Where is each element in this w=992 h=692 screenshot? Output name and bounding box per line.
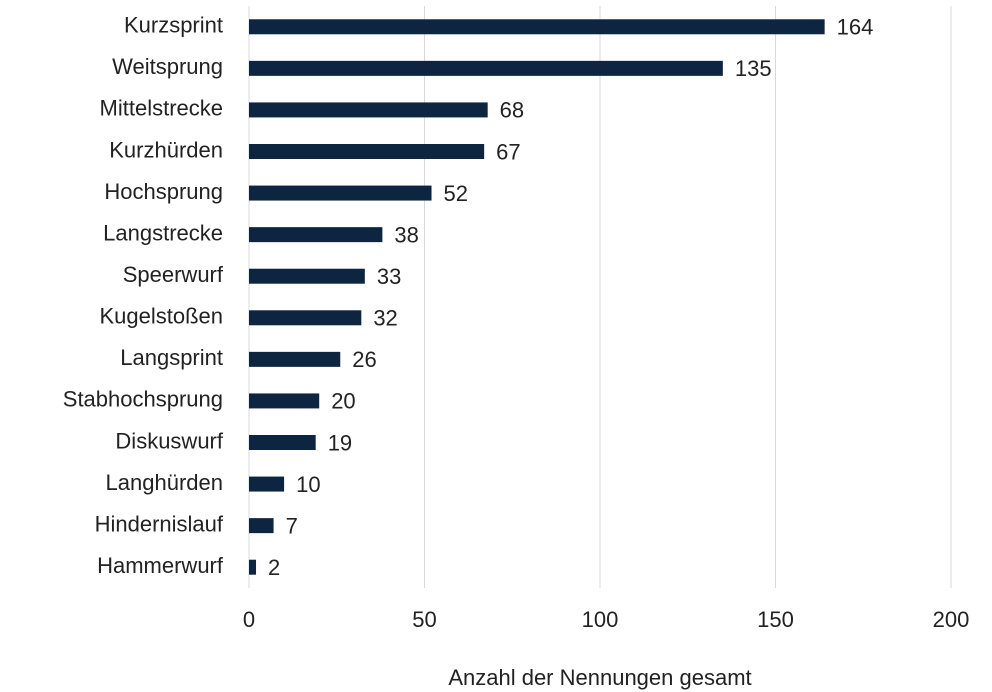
bar — [249, 268, 365, 284]
bar — [249, 476, 285, 492]
value-label: 20 — [331, 389, 355, 414]
value-label: 19 — [328, 430, 352, 455]
y-tick-label: Kurzsprint — [124, 13, 223, 38]
value-label: 68 — [500, 98, 524, 123]
y-tick-label: Langhürden — [106, 470, 223, 495]
y-tick-label: Weitsprung — [112, 54, 223, 79]
value-label: 52 — [444, 181, 468, 206]
y-tick-label: Hammerwurf — [97, 553, 224, 578]
bar — [249, 227, 383, 243]
bar — [249, 185, 432, 201]
bar — [249, 144, 485, 159]
value-label: 135 — [735, 56, 772, 81]
value-label: 2 — [268, 555, 280, 580]
y-tick-label: Langstrecke — [103, 220, 223, 245]
x-tick-label: 100 — [582, 607, 619, 632]
y-tick-label: Kurzhürden — [109, 137, 223, 162]
y-tick-label: Mittelstrecke — [100, 96, 223, 121]
x-tick-label: 50 — [412, 607, 436, 632]
value-label: 67 — [496, 139, 520, 164]
y-tick-label: Stabhochsprung — [63, 387, 223, 412]
bar — [249, 393, 320, 409]
value-label: 38 — [394, 222, 418, 247]
bar — [249, 559, 257, 575]
bar — [249, 518, 274, 534]
bar — [249, 19, 825, 35]
y-tick-label: Hindernislauf — [95, 511, 224, 536]
y-tick-label: Hochsprung — [104, 179, 223, 204]
bar — [249, 310, 362, 326]
x-tick-label: 150 — [757, 607, 794, 632]
value-label: 10 — [296, 472, 320, 497]
bar — [249, 102, 488, 118]
bar — [249, 435, 316, 450]
bar — [249, 351, 341, 367]
bar — [249, 60, 723, 76]
y-tick-label: Speerwurf — [123, 262, 224, 287]
x-axis-label: Anzahl der Nennungen gesamt — [448, 665, 751, 690]
value-label: 164 — [837, 15, 874, 40]
y-tick-label: Kugelstoßen — [99, 304, 223, 329]
y-tick-label: Langsprint — [120, 345, 223, 370]
value-label: 32 — [373, 306, 397, 331]
value-label: 33 — [377, 264, 401, 289]
x-tick-label: 200 — [933, 607, 970, 632]
value-label: 26 — [352, 347, 376, 372]
value-label: 7 — [286, 513, 298, 538]
y-tick-label: Diskuswurf — [115, 428, 223, 453]
x-tick-label: 0 — [243, 607, 255, 632]
